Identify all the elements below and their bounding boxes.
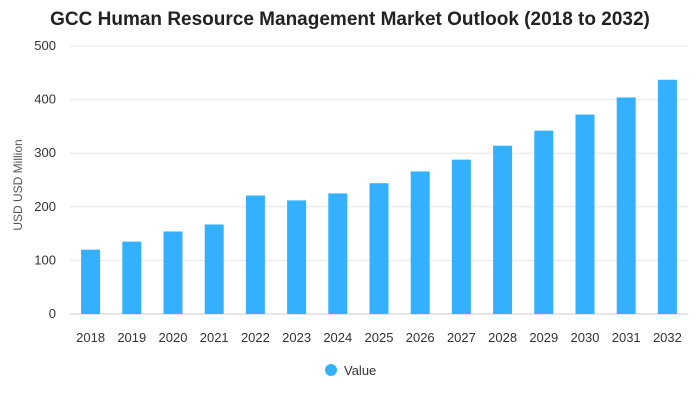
bar-2020 — [163, 231, 183, 314]
legend: Value — [325, 363, 376, 378]
bar-2026 — [410, 171, 430, 314]
x-tick-label: 2029 — [529, 330, 558, 345]
x-tick-label: 2018 — [76, 330, 105, 345]
y-tick-label: 100 — [34, 252, 56, 267]
x-tick-label: 2026 — [406, 330, 435, 345]
y-tick-label: 400 — [34, 92, 56, 107]
x-tick-label: 2021 — [200, 330, 229, 345]
x-tick-label: 2024 — [323, 330, 352, 345]
bar-2018 — [81, 249, 101, 314]
x-tick-label: 2032 — [653, 330, 682, 345]
bar-2029 — [534, 130, 554, 314]
x-tick-label: 2020 — [159, 330, 188, 345]
bar-2027 — [451, 159, 471, 314]
x-tick-label: 2019 — [117, 330, 146, 345]
x-tick-label: 2031 — [612, 330, 641, 345]
x-tick-label: 2025 — [365, 330, 394, 345]
legend-label-value: Value — [344, 363, 376, 378]
bar-2030 — [575, 114, 595, 314]
bar-2031 — [616, 97, 636, 315]
chart-title: GCC Human Resource Management Market Out… — [50, 9, 650, 30]
x-tick-label: 2022 — [241, 330, 270, 345]
bar-2028 — [493, 145, 513, 314]
bar-2021 — [204, 224, 224, 314]
x-axis-ticks: 2018 2019 2020 2021 2022 2023 2024 2025 2026 2027… — [76, 330, 682, 345]
y-tick-label: 300 — [34, 145, 56, 160]
y-axis-title: USD USD Million — [11, 139, 25, 230]
bar-2024 — [328, 193, 348, 314]
bar-2025 — [369, 183, 389, 314]
bar-2022 — [245, 195, 265, 314]
legend-swatch-value — [325, 364, 337, 376]
x-tick-label: 2028 — [488, 330, 517, 345]
x-tick-label: 2023 — [282, 330, 311, 345]
y-tick-label: 500 — [34, 38, 56, 53]
bar-2023 — [287, 200, 307, 314]
x-tick-label: 2030 — [571, 330, 600, 345]
x-tick-label: 2027 — [447, 330, 476, 345]
bars — [81, 79, 677, 315]
y-tick-label: 0 — [49, 306, 56, 321]
y-axis-ticks: 0 100 200 300 400 500 — [34, 38, 56, 321]
bar-2032 — [657, 79, 677, 314]
bar-2019 — [122, 241, 142, 314]
y-tick-label: 200 — [34, 199, 56, 214]
